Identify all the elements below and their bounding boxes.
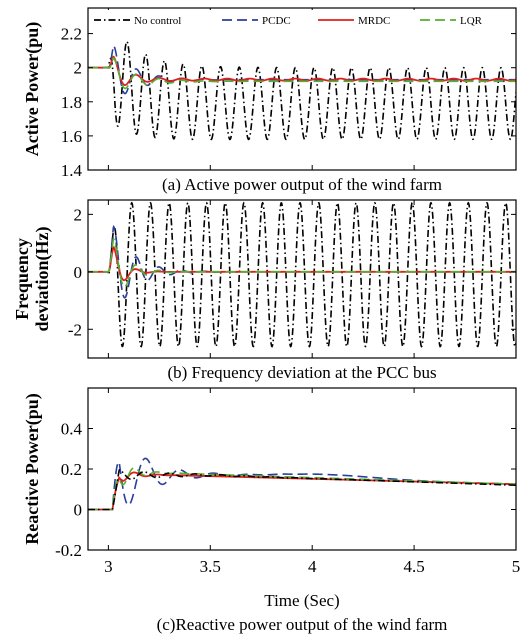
- panel-c: -0.2 0 0.2 0.4 3 3.5 4 4.5 5 Reactive Power(pu)…: [22, 387, 520, 634]
- xtick-label: 3: [104, 557, 113, 576]
- panel-a-legend: No control PCDC MRDC LQR: [90, 10, 514, 30]
- series-line-lqr: [88, 237, 516, 288]
- series-line-no-control: [88, 201, 516, 348]
- xtick-label: 3.5: [200, 557, 221, 576]
- xtick-label: 5: [512, 557, 521, 576]
- ytick-label: -0.2: [55, 541, 82, 560]
- xtick-label: 4.5: [403, 557, 424, 576]
- ytick-label: 0.4: [61, 420, 83, 439]
- ytick-label: 2.2: [61, 25, 82, 44]
- ytick-label: 0: [74, 263, 83, 282]
- legend-label: MRDC: [358, 15, 390, 27]
- panel-b-yticks: -2 0 2: [68, 200, 517, 358]
- panel-c-xticks: 3 3.5 4 4.5 5: [104, 388, 520, 576]
- series-line-pcdc: [88, 457, 516, 511]
- ytick-label: 2: [74, 59, 83, 78]
- legend-label: PCDC: [262, 15, 291, 27]
- ytick-label: 1.6: [61, 127, 82, 146]
- panel-a: 1.4 1.6 1.8 2 2.2 No control PCDC MRDC LQR Acti…: [22, 7, 517, 194]
- panel-c-xlabel: Time (Sec): [264, 591, 339, 610]
- panel-b: -2 0 2 Frequency deviation(Hz) (b) Frequen…: [12, 199, 517, 382]
- legend-box: [90, 10, 514, 30]
- series-line-pcdc: [88, 224, 516, 299]
- ytick-label: 2: [74, 205, 83, 224]
- panel-a-yticks: 1.4 1.6 1.8 2 2.2: [61, 8, 517, 180]
- ytick-label: -2: [68, 320, 82, 339]
- ytick-label: 1.4: [61, 161, 83, 180]
- panel-a-caption: (a) Active power output of the wind farm: [162, 175, 442, 194]
- ytick-label: 1.8: [61, 93, 82, 112]
- panel-b-ylabel-line1: Frequency: [12, 238, 32, 320]
- panel-b-series: [88, 201, 516, 348]
- panel-c-series: [88, 457, 516, 511]
- legend-label: LQR: [460, 15, 483, 27]
- ytick-label: 0: [74, 501, 83, 520]
- panel-c-yticks: -0.2 0 0.2 0.4: [55, 420, 516, 560]
- series-line-mrdc: [88, 55, 516, 86]
- panel-b-ylabel-line2: deviation(Hz): [32, 227, 53, 332]
- legend-label: No control: [134, 15, 181, 27]
- panel-a-axes: [87, 7, 517, 171]
- series-line-no-control: [88, 468, 516, 511]
- series-line-no-control: [88, 40, 516, 141]
- ytick-label: 0.2: [61, 460, 82, 479]
- series-line-pcdc: [88, 44, 516, 95]
- panel-c-ylabel: Reactive Power(pu): [22, 393, 43, 544]
- panel-b-caption: (b) Frequency deviation at the PCC bus: [167, 363, 436, 382]
- panel-b-axes: [87, 199, 517, 359]
- xtick-label: 4: [308, 557, 317, 576]
- panel-a-ylabel: Active Power(pu): [22, 22, 43, 156]
- panel-c-caption: (c)Reactive power output of the wind far…: [157, 615, 448, 634]
- series-line-lqr: [88, 57, 516, 90]
- panel-a-series: [88, 40, 516, 141]
